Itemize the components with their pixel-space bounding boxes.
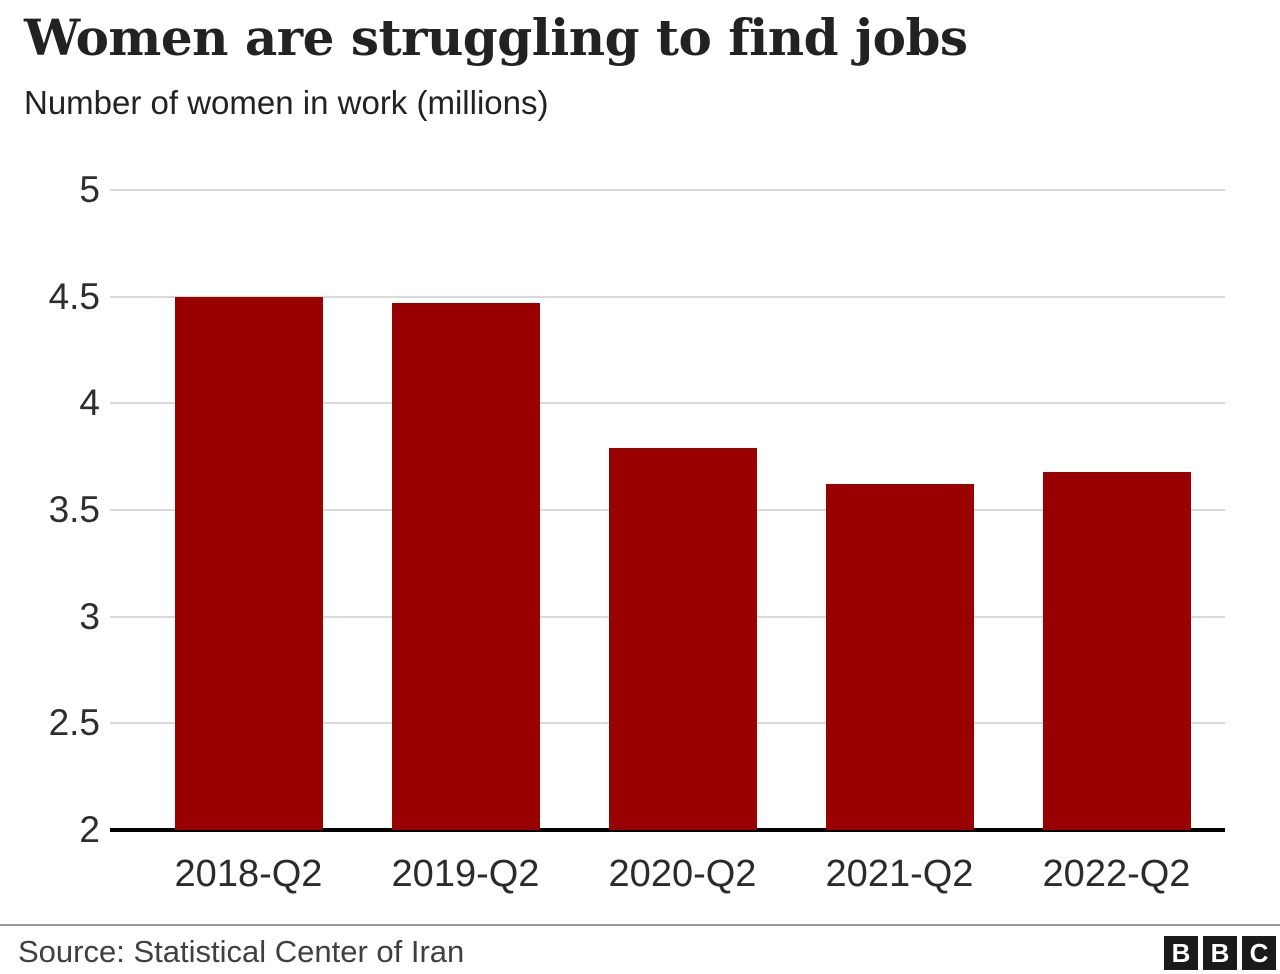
bar-2020-Q2	[608, 448, 757, 830]
bbc-logo-letter: B	[1164, 936, 1198, 970]
bbc-logo-letter: B	[1203, 936, 1237, 970]
gridline	[110, 402, 1225, 405]
y-tick-label: 2.5	[48, 702, 100, 744]
bar-2022-Q2	[1042, 471, 1191, 830]
bar-2019-Q2	[391, 303, 540, 830]
chart-title: Women are struggling to find jobs	[24, 8, 968, 67]
y-tick-label: 2	[79, 809, 100, 850]
gridline	[110, 189, 1225, 191]
gridline	[110, 295, 1225, 298]
chart-subtitle: Number of women in work (millions)	[24, 84, 549, 121]
x-tick-label: 2022-Q2	[1042, 853, 1191, 895]
x-tick-label: 2018-Q2	[174, 853, 323, 895]
y-tick-label: 5	[79, 169, 100, 210]
bar-2021-Q2	[825, 484, 974, 830]
x-tick-label: 2019-Q2	[391, 853, 540, 895]
y-tick-label: 4	[79, 382, 100, 424]
bar-chart: 2 2.5 3 3.5 4 4.5 5 2018-Q2 2019-Q2 2020-Q2 2021-…	[48, 169, 1225, 895]
y-tick-label: 3	[79, 595, 100, 637]
y-tick-label: 4.5	[48, 275, 100, 317]
bbc-logo-letter: C	[1242, 936, 1276, 970]
x-tick-label: 2021-Q2	[825, 853, 974, 895]
x-tick-label: 2020-Q2	[608, 853, 757, 895]
bar-2018-Q2	[174, 296, 323, 830]
y-tick-label: 3.5	[48, 489, 100, 530]
source-text: Source: Statistical Center of Iran	[18, 934, 465, 969]
x-axis-line	[110, 828, 1225, 832]
footer-divider	[0, 924, 1280, 926]
